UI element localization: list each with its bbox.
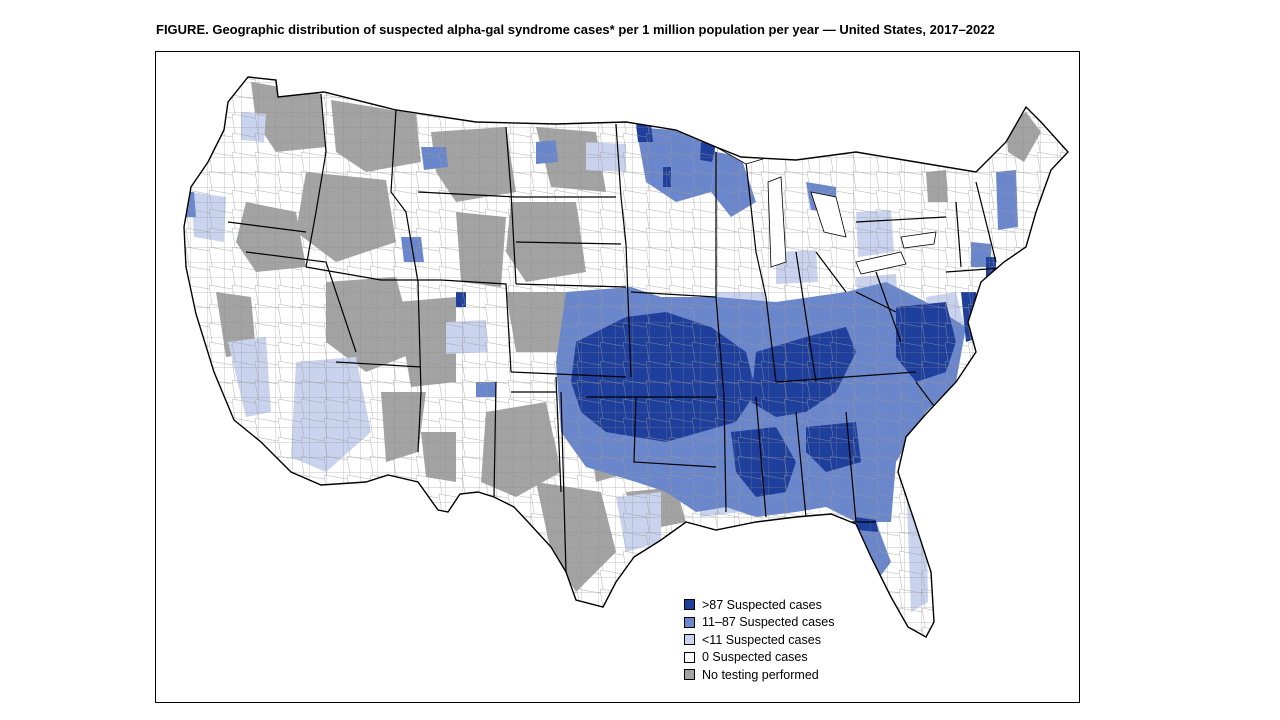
legend-item-low: <11 Suspected cases xyxy=(684,631,904,649)
legend-swatch-none xyxy=(684,669,695,681)
legend-item-mid: 11–87 Suspected cases xyxy=(684,614,904,632)
legend-label-low: <11 Suspected cases xyxy=(702,632,821,647)
legend-item-none: No testing performed xyxy=(684,666,904,684)
legend-swatch-low xyxy=(684,634,695,646)
legend-label-none: No testing performed xyxy=(702,667,819,682)
legend: >87 Suspected cases 11–87 Suspected case… xyxy=(684,596,904,684)
county-fills xyxy=(184,77,1068,637)
legend-label-high: >87 Suspected cases xyxy=(702,597,822,612)
us-county-map xyxy=(183,76,1069,638)
legend-item-zero: 0 Suspected cases xyxy=(684,649,904,667)
map-frame: >87 Suspected cases 11–87 Suspected case… xyxy=(155,51,1080,703)
legend-swatch-mid xyxy=(684,616,695,628)
legend-swatch-zero xyxy=(684,651,695,663)
figure-title: FIGURE. Geographic distribution of suspe… xyxy=(156,22,995,37)
legend-label-zero: 0 Suspected cases xyxy=(702,650,808,665)
legend-swatch-high xyxy=(684,599,695,611)
legend-item-high: >87 Suspected cases xyxy=(684,596,904,614)
legend-label-mid: 11–87 Suspected cases xyxy=(702,615,835,630)
